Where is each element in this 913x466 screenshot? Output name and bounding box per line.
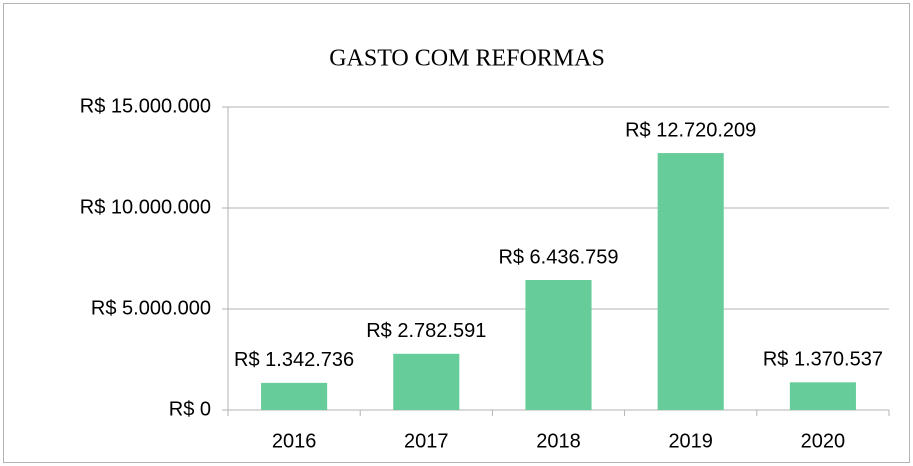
- bar: [525, 279, 592, 410]
- y-tick-label: R$ 5.000.000: [91, 297, 211, 319]
- x-tick-label: 2016: [272, 430, 317, 452]
- x-tick-label: 2018: [536, 430, 581, 452]
- x-tick-label: 2020: [801, 430, 846, 452]
- data-label: R$ 2.782.591: [366, 320, 486, 342]
- bar: [261, 382, 328, 410]
- x-tick-label: 2017: [404, 430, 449, 452]
- bar: [789, 382, 856, 410]
- data-label: R$ 12.720.209: [625, 119, 756, 141]
- bar: [657, 153, 724, 411]
- y-tick-label: R$ 15.000.000: [80, 95, 211, 117]
- x-tick-label: 2019: [668, 430, 713, 452]
- bar: [393, 353, 460, 410]
- chart-title: GASTO COM REFORMAS: [329, 46, 605, 72]
- data-label: R$ 1.370.537: [763, 349, 883, 371]
- y-tick-label: R$ 0: [169, 398, 211, 420]
- data-label: R$ 6.436.759: [498, 246, 618, 268]
- y-tick-label: R$ 10.000.000: [80, 196, 211, 218]
- data-label: R$ 1.342.736: [234, 349, 354, 371]
